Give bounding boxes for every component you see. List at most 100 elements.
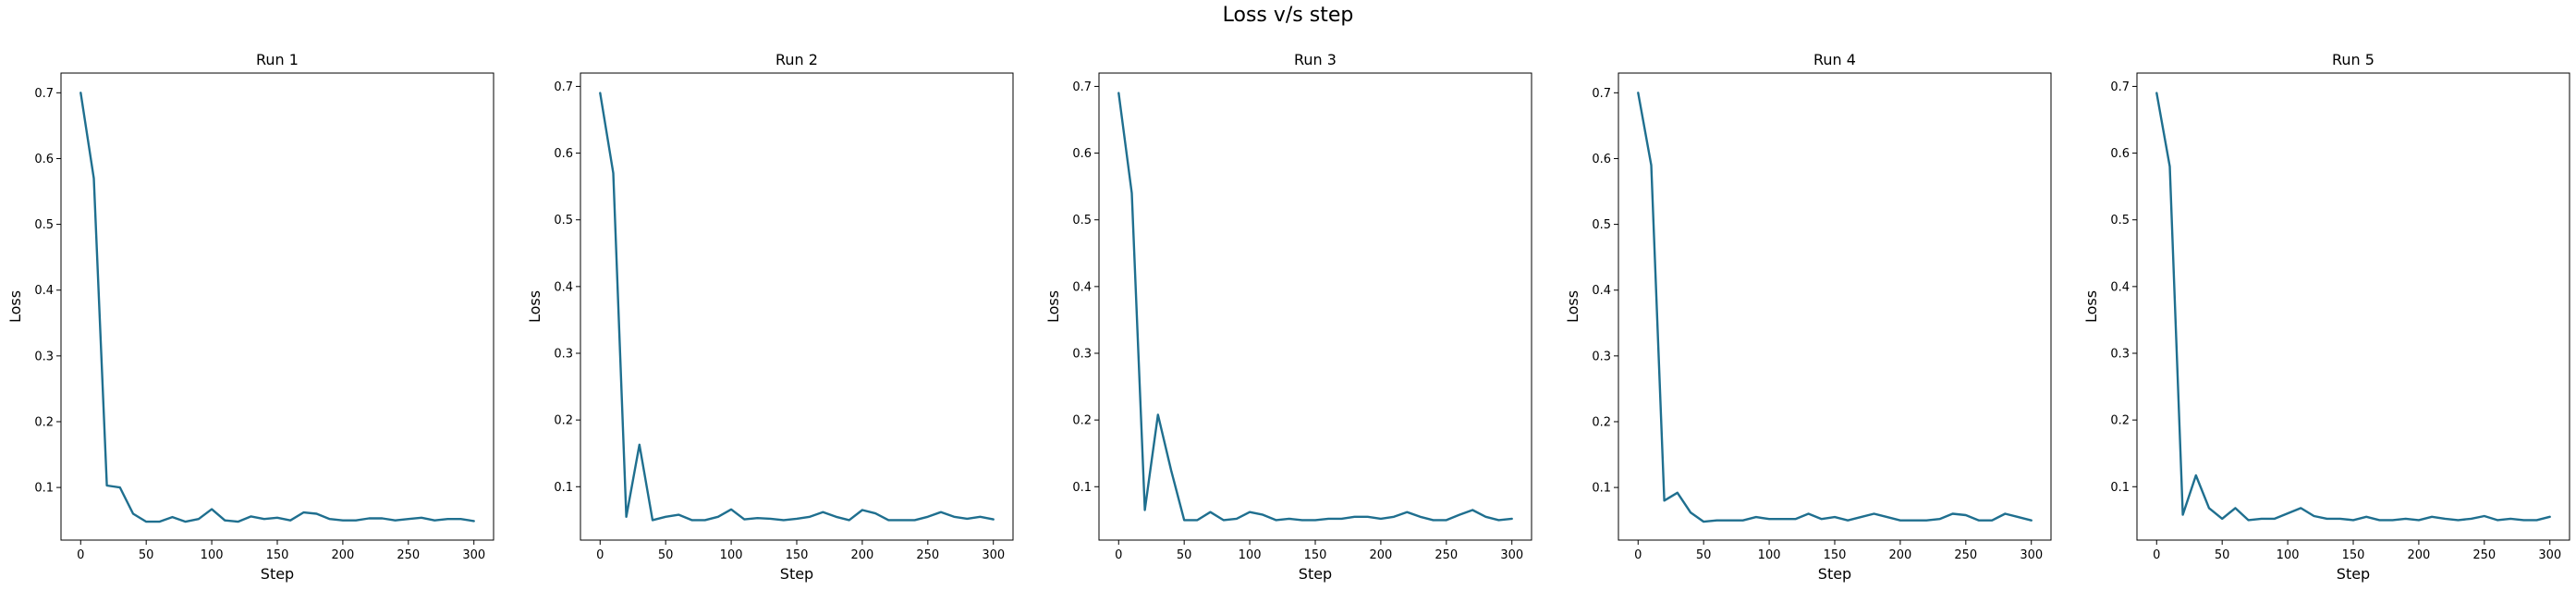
data-point [2247, 519, 2249, 521]
subplot-title: Run 2 [775, 51, 818, 68]
data-point [1353, 516, 1355, 518]
x-tick-label: 300 [462, 548, 485, 562]
x-tick-label: 100 [2277, 548, 2300, 562]
y-tick-label: 0.3 [1592, 350, 1611, 363]
data-point [1380, 518, 1382, 520]
data-point [237, 521, 238, 523]
data-point [1432, 519, 1434, 521]
y-tick-label: 0.2 [1072, 414, 1092, 428]
y-tick-label: 0.1 [1592, 482, 1611, 496]
y-tick-label: 0.2 [2110, 414, 2130, 428]
data-point [979, 516, 981, 518]
data-point [1951, 512, 1953, 514]
data-point [289, 519, 291, 521]
y-tick-label: 0.7 [554, 80, 573, 94]
data-point [665, 516, 666, 518]
y-tick-label: 0.1 [2110, 481, 2130, 495]
data-point [1262, 513, 1264, 515]
data-point [1834, 516, 1836, 518]
x-axis-label: Step [1818, 565, 1851, 583]
y-tick-label: 0.1 [34, 482, 54, 496]
x-tick-label: 250 [1954, 548, 1977, 562]
data-point [2300, 507, 2301, 509]
data-point [342, 519, 344, 521]
y-tick-label: 0.4 [554, 280, 573, 294]
subplot-title: Run 4 [1813, 51, 1856, 68]
data-point [2535, 519, 2537, 521]
x-tick-label: 300 [2538, 548, 2561, 562]
data-point [2004, 512, 2006, 514]
data-point [1677, 492, 1679, 494]
data-point [1715, 519, 1717, 521]
y-tick-label: 0.7 [1072, 80, 1092, 94]
data-point [2208, 507, 2210, 509]
data-point [276, 517, 278, 519]
data-point [1781, 518, 1783, 520]
y-tick-label: 0.6 [1592, 153, 1611, 166]
data-point [2418, 519, 2420, 521]
data-point [2017, 516, 2019, 518]
data-point [1663, 499, 1665, 501]
y-tick-label: 0.5 [1072, 214, 1092, 228]
y-tick-label: 0.7 [2110, 80, 2130, 94]
data-point [263, 518, 265, 520]
y-tick-label: 0.3 [2110, 348, 2130, 362]
data-point [717, 516, 719, 518]
x-tick-label: 50 [658, 548, 674, 562]
data-point [1327, 518, 1329, 520]
data-point [1965, 514, 1967, 516]
data-point [2261, 518, 2263, 520]
data-point [185, 521, 187, 523]
data-point [625, 516, 627, 518]
data-point [2168, 166, 2170, 167]
data-point [368, 517, 370, 519]
data-point [678, 513, 679, 515]
y-tick-label: 0.6 [34, 153, 54, 166]
plot-frame [2136, 72, 2570, 541]
x-tick-label: 0 [1115, 548, 1122, 562]
y-axis-label: Loss [1044, 290, 1062, 323]
data-point [887, 519, 889, 521]
data-point [1275, 519, 1276, 521]
data-point [2287, 512, 2289, 514]
y-tick-label: 0.4 [1072, 280, 1092, 294]
data-point [796, 518, 798, 520]
x-tick-label: 200 [2407, 548, 2430, 562]
data-point [1912, 519, 1914, 521]
data-point [1637, 92, 1639, 93]
data-point [329, 518, 331, 520]
data-point [2484, 515, 2485, 517]
data-point [848, 519, 850, 521]
data-point [132, 512, 134, 514]
data-point [2405, 518, 2407, 520]
data-point [1223, 519, 1225, 521]
y-tick-label: 0.3 [554, 348, 573, 362]
y-tick-label: 0.5 [34, 218, 54, 232]
y-tick-label: 0.3 [34, 350, 54, 363]
data-point [1978, 519, 1980, 521]
data-point [1768, 518, 1770, 520]
y-axis-label: Loss [526, 290, 543, 323]
data-point [730, 509, 732, 510]
data-point [433, 519, 435, 521]
data-point [1484, 516, 1486, 518]
data-point [743, 518, 745, 520]
x-tick-label: 250 [916, 548, 939, 562]
data-point [2549, 516, 2551, 518]
y-tick-label: 0.6 [2110, 147, 2130, 161]
y-tick-label: 0.6 [1072, 147, 1092, 161]
plot-frame [1618, 72, 2052, 541]
data-point [2234, 507, 2236, 509]
x-tick-label: 250 [1435, 548, 1458, 562]
data-point [1406, 511, 1408, 513]
x-tick-label: 150 [266, 548, 289, 562]
data-point [315, 512, 317, 514]
data-point [639, 444, 641, 446]
x-tick-label: 300 [2020, 548, 2043, 562]
data-point [145, 521, 147, 523]
x-tick-label: 250 [2472, 548, 2496, 562]
data-point [158, 521, 160, 523]
data-point [2339, 518, 2341, 520]
figure-title: Loss v/s step [1222, 4, 1354, 27]
